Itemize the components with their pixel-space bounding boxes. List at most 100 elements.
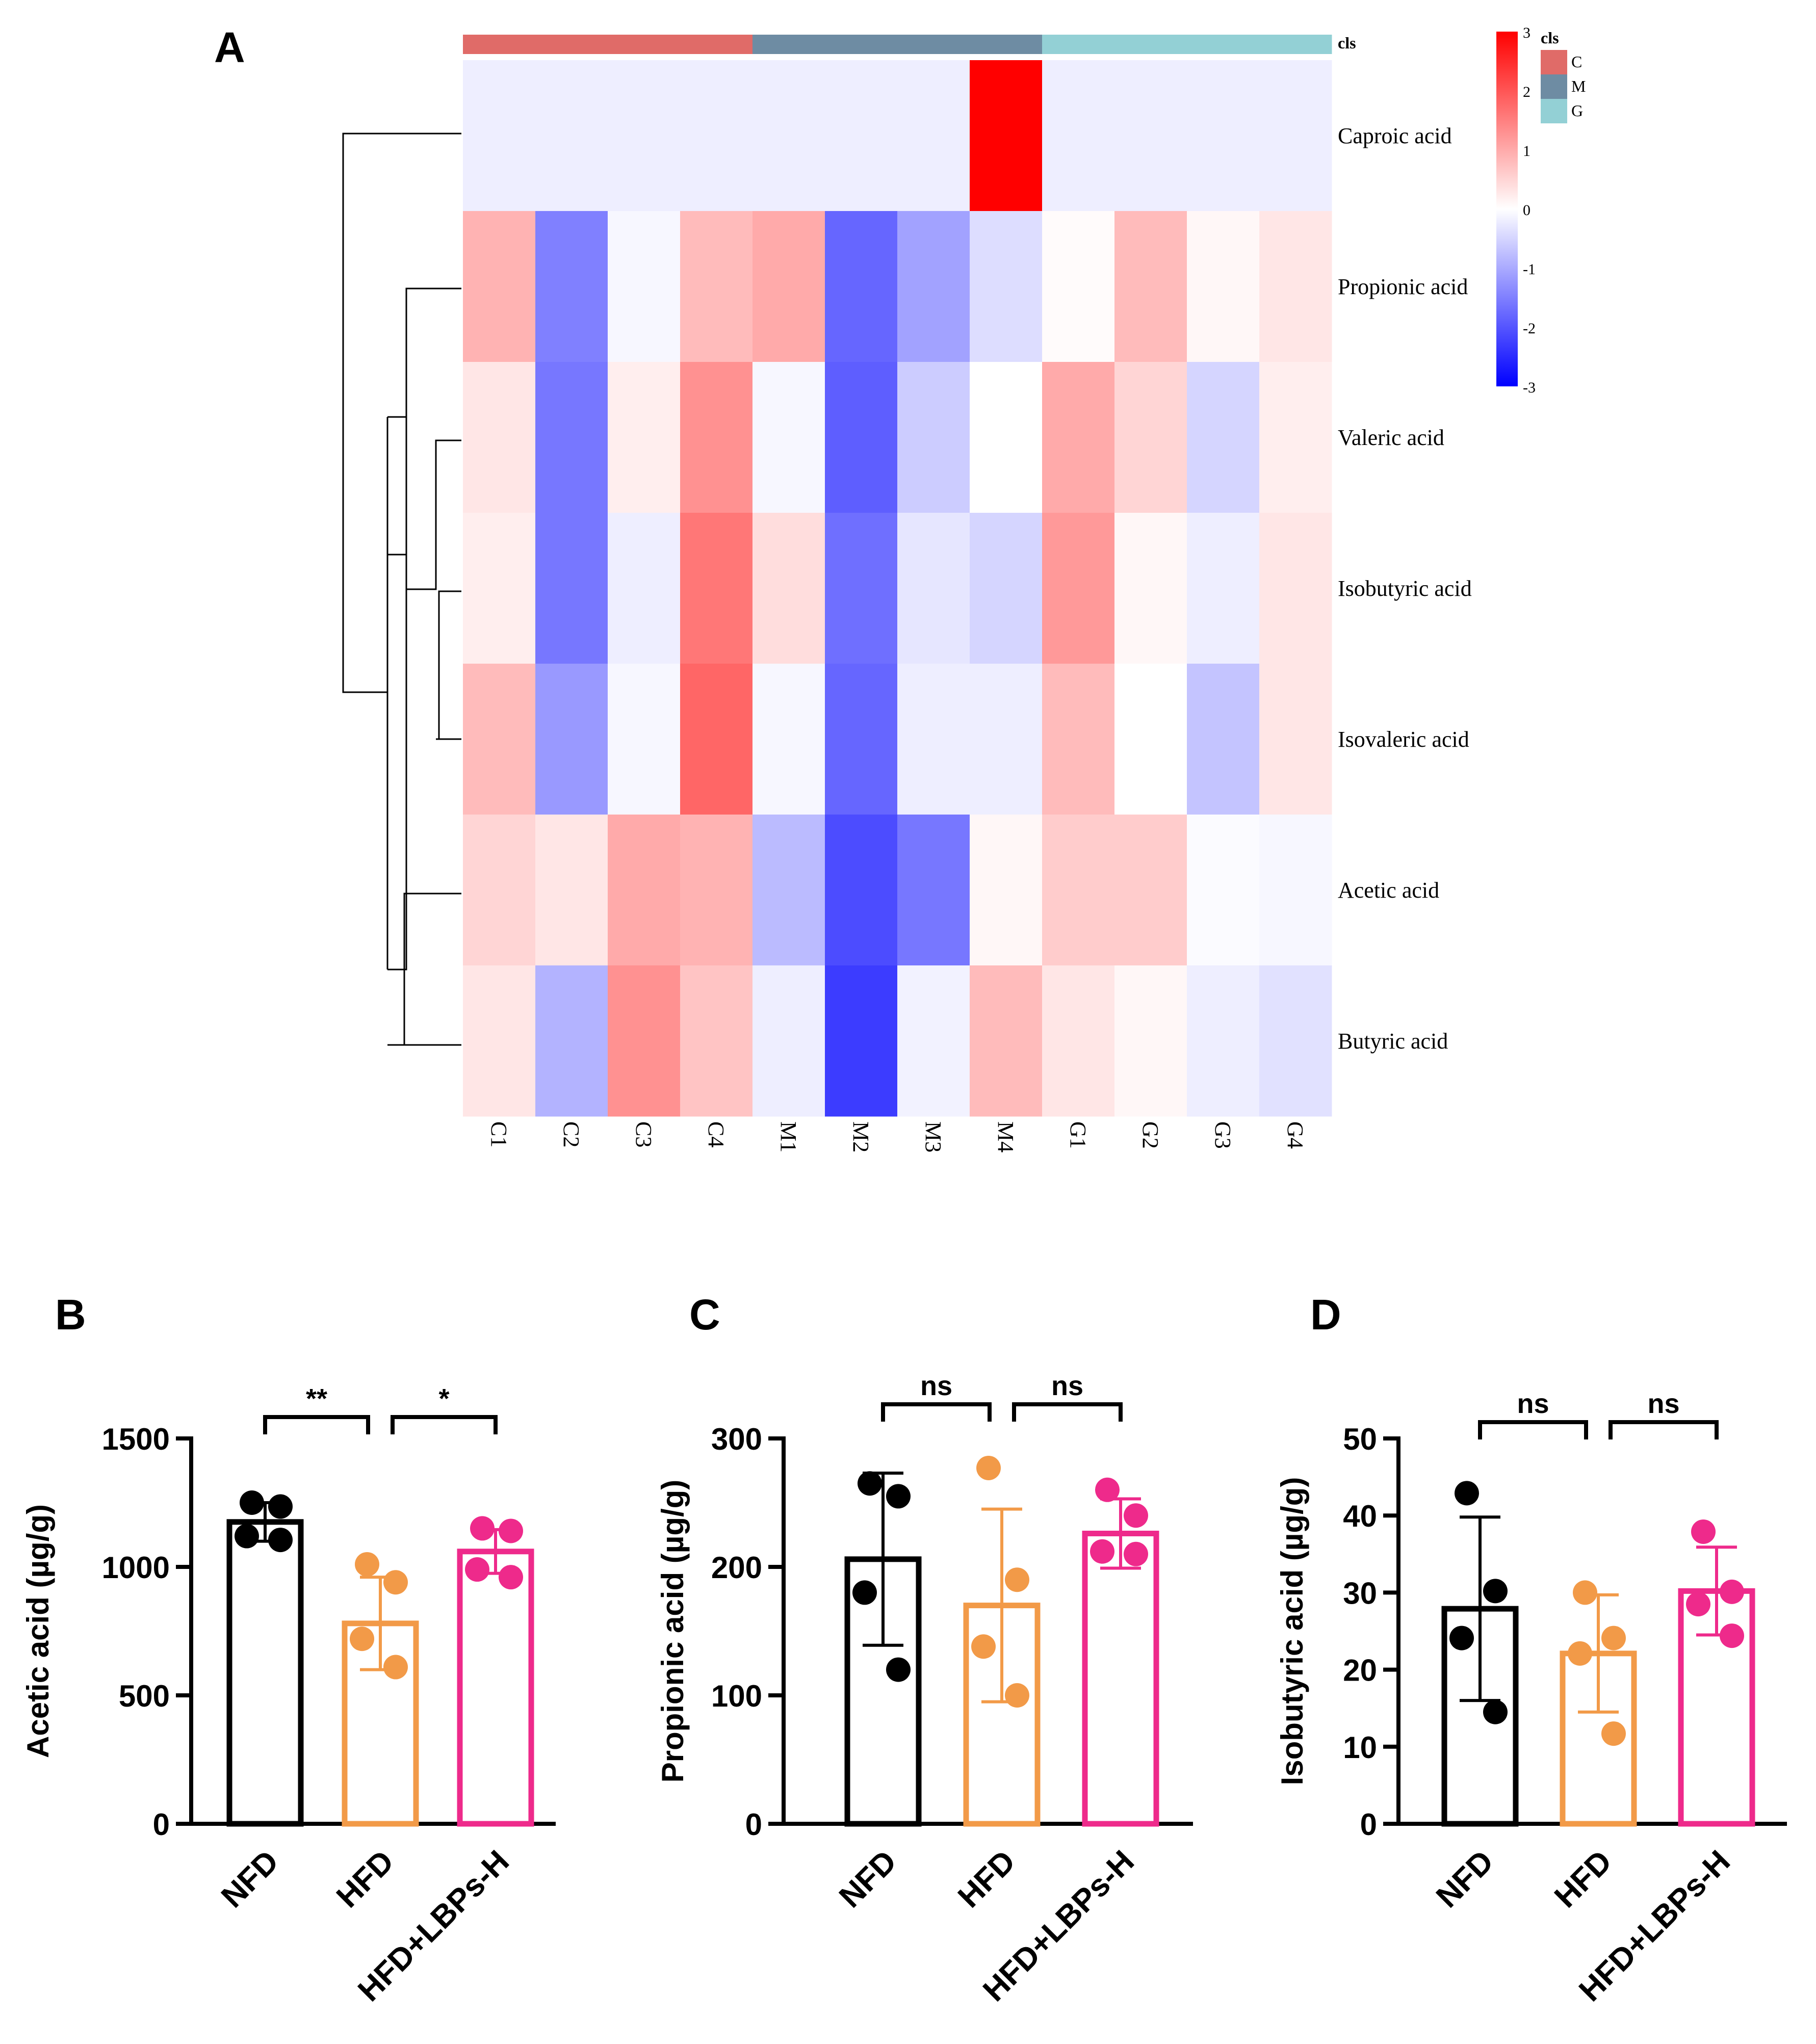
category-label: NFD xyxy=(215,1844,286,1915)
significance-bracket xyxy=(1478,1420,1588,1439)
heatmap-cell xyxy=(1187,362,1260,513)
significance-label: ns xyxy=(1647,1388,1679,1419)
heatmap-cell xyxy=(535,815,608,966)
group-annotation-cell xyxy=(608,35,681,54)
group-annotation-cell xyxy=(463,35,536,54)
colorbar-tick-label: -2 xyxy=(1523,320,1536,337)
heatmap-cell xyxy=(897,211,970,362)
heatmap-cell xyxy=(825,965,898,1117)
data-point xyxy=(470,1516,495,1541)
heatmap-cell xyxy=(1114,513,1187,664)
heatmap-cell xyxy=(1259,815,1332,966)
heatmap-cell xyxy=(1187,60,1260,212)
data-point xyxy=(858,1471,882,1496)
y-axis-label: Acetic acid (µg/g) xyxy=(21,1504,55,1758)
heatmap-cell xyxy=(897,60,970,212)
heatmap-cell xyxy=(1259,965,1332,1117)
heatmap-cell xyxy=(463,815,536,966)
colorbar-ticks: 3 2 1 0 -1 -2 -3 xyxy=(1523,24,1536,396)
group-annotation-cell xyxy=(825,35,898,54)
bar xyxy=(226,1519,304,1827)
significance-label: ns xyxy=(1051,1371,1083,1401)
column-label: C2 xyxy=(559,1121,584,1147)
significance-bracket xyxy=(391,1415,498,1434)
significance-label: ** xyxy=(306,1383,327,1414)
category-label: NFD xyxy=(833,1844,903,1915)
data-point xyxy=(1573,1580,1597,1605)
significance-label: ns xyxy=(920,1371,952,1401)
heatmap-cell xyxy=(825,664,898,815)
heatmap-cell xyxy=(825,815,898,966)
panel-label-b: B xyxy=(55,1291,86,1339)
heatmap-cell xyxy=(753,664,825,815)
legend-swatch xyxy=(1541,99,1567,123)
heatmap-cell xyxy=(1114,362,1187,513)
row-labels: Caproic acid Propionic acid Valeric acid Is… xyxy=(1338,123,1472,1054)
column-label: M3 xyxy=(921,1121,946,1152)
heatmap-cell xyxy=(970,815,1043,966)
row-label: Caproic acid xyxy=(1338,123,1452,148)
y-tick-label: 10 xyxy=(1343,1731,1377,1765)
legend-label: G xyxy=(1571,101,1583,120)
y-tick-label: 300 xyxy=(711,1422,762,1456)
significance-bracket xyxy=(263,1415,370,1434)
column-label: M2 xyxy=(848,1121,873,1152)
heatmap-cells xyxy=(463,60,1332,1117)
heatmap-cell xyxy=(463,362,536,513)
data-point xyxy=(350,1627,374,1652)
group-annotation-cell xyxy=(1114,35,1187,54)
colorbar-tick-label: 2 xyxy=(1523,84,1530,100)
heatmap-cell xyxy=(970,60,1043,212)
data-point xyxy=(1601,1721,1626,1746)
data-point xyxy=(1483,1579,1508,1604)
heatmap-cell xyxy=(535,211,608,362)
heatmap-cell xyxy=(1259,362,1332,513)
heatmap-cell xyxy=(1042,60,1115,212)
y-tick-label: 100 xyxy=(711,1679,762,1713)
heatmap-cell xyxy=(463,60,536,212)
data-point xyxy=(976,1455,1001,1480)
heatmap-cell xyxy=(535,513,608,664)
data-point xyxy=(1095,1477,1120,1502)
colorbar-tick-label: 1 xyxy=(1523,143,1530,160)
y-tick-label: 40 xyxy=(1343,1499,1377,1533)
heatmap-cell xyxy=(463,664,536,815)
y-tick-label: 20 xyxy=(1343,1654,1377,1688)
row-label: Butyric acid xyxy=(1338,1029,1448,1054)
heatmap-cell xyxy=(680,362,753,513)
y-tick-label: 1000 xyxy=(102,1551,170,1585)
column-label: C4 xyxy=(704,1121,729,1147)
row-dendrogram xyxy=(342,133,461,1046)
heatmap-cell xyxy=(535,60,608,212)
y-tick-label: 0 xyxy=(745,1807,762,1842)
panel-label-d: D xyxy=(1310,1291,1341,1339)
group-annotation-cell xyxy=(1042,35,1115,54)
data-point xyxy=(886,1484,911,1509)
colorbar-tick-label: -3 xyxy=(1523,379,1536,396)
heatmap-cell xyxy=(1042,513,1115,664)
row-label: Isovaleric acid xyxy=(1338,727,1469,752)
data-point xyxy=(1686,1592,1710,1617)
heatmap-cell xyxy=(753,965,825,1117)
heatmap-cell xyxy=(897,362,970,513)
panel-label-c: C xyxy=(689,1291,720,1339)
heatmap-cell xyxy=(970,211,1043,362)
column-label: G3 xyxy=(1210,1121,1235,1149)
y-tick-label: 500 xyxy=(119,1679,170,1713)
heatmap-cell xyxy=(1187,815,1260,966)
heatmap-cell xyxy=(1259,60,1332,212)
heatmap-cell xyxy=(680,965,753,1117)
category-label: HFD xyxy=(951,1844,1022,1915)
data-point xyxy=(1005,1683,1029,1708)
heatmap-cell xyxy=(753,211,825,362)
heatmap-cell xyxy=(608,965,681,1117)
heatmap-cell xyxy=(1042,664,1115,815)
group-annotation-bar xyxy=(463,35,1332,54)
heatmap-cell xyxy=(1114,965,1187,1117)
heatmap-cell xyxy=(463,211,536,362)
category-label: HFD xyxy=(330,1844,401,1915)
data-point xyxy=(1720,1579,1744,1604)
bar xyxy=(457,1549,534,1827)
data-point xyxy=(240,1490,264,1515)
